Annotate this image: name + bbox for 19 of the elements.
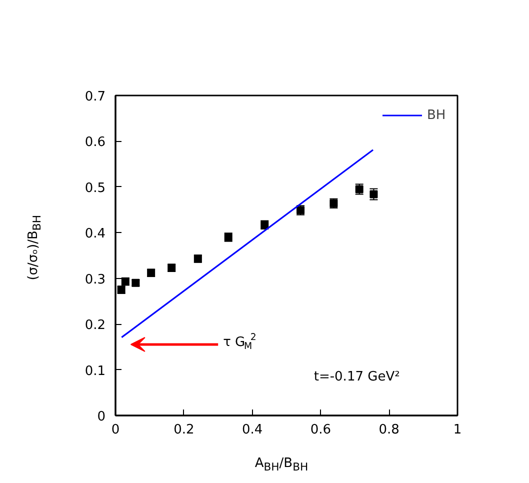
y-tick-label: 0.5 [84, 180, 106, 196]
x-tick-label: 0.2 [174, 422, 194, 438]
x-tick-label: 0.4 [242, 422, 263, 438]
y-tick-label: 0.6 [84, 135, 106, 150]
y-tick-label: 0.2 [84, 318, 106, 334]
y-tick-label: 0.1 [84, 364, 106, 379]
x-tick-label: 0.6 [310, 422, 332, 438]
point [370, 190, 378, 198]
y-tick-label: 0 [97, 410, 106, 424]
x-tick-label: 0 [111, 422, 120, 438]
legend-label: BH [427, 108, 447, 122]
x-tick-label: 1 [453, 422, 462, 438]
y-tick-label: 0.3 [84, 272, 106, 288]
y-tick-label: 0.4 [84, 226, 106, 242]
annotation: t=-0.17 GeV² [314, 370, 400, 385]
y-tick-label: 0.7 [84, 90, 106, 104]
x-axis-title: A$_{BH}$/B$_{BH}$ [254, 455, 308, 476]
x-tick-label: 0.8 [378, 422, 400, 438]
point [117, 286, 126, 294]
